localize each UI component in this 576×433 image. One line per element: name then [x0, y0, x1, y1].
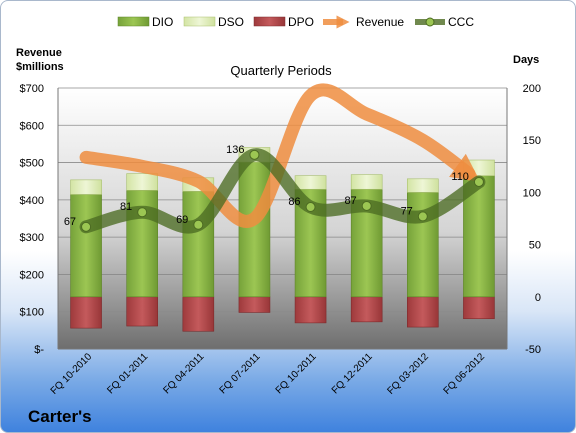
ccc-data-label: 86	[288, 196, 300, 208]
x-tick-label: FQ 06-2012	[442, 351, 488, 397]
left-tick-label: $300	[20, 232, 44, 244]
left-tick-label: $700	[20, 83, 44, 95]
bar-dpo	[407, 296, 439, 328]
bar-dpo	[70, 296, 102, 329]
bar-dpo	[238, 296, 271, 313]
ccc-marker	[417, 211, 428, 222]
ccc-data-label: 81	[120, 201, 132, 213]
x-tick-label: FQ 10-2010	[49, 351, 95, 397]
right-axis: 200 150 100 50 0 -50	[523, 83, 541, 356]
x-tick-label: FQ 07-2011	[218, 351, 263, 396]
legend-label-dio: DIO	[152, 15, 173, 29]
left-axis-title-line2: $millions	[16, 61, 64, 73]
legend-label-dpo: DPO	[288, 15, 314, 29]
x-tick-label: FQ 01-2011	[105, 351, 150, 396]
chart-title: Quarterly Periods	[230, 63, 332, 78]
left-tick-label: $500	[20, 158, 44, 170]
bar-dpo	[350, 296, 383, 323]
ccc-marker	[361, 200, 372, 211]
ccc-data-label: 87	[344, 195, 356, 207]
right-tick-label: -50	[525, 344, 541, 356]
ccc-data-label: 77	[401, 205, 413, 217]
bar-dpo	[294, 296, 327, 324]
bar-dso	[126, 173, 158, 191]
bar-dso	[350, 174, 383, 190]
legend-item-revenue[interactable]: Revenue	[323, 15, 404, 29]
left-tick-label: $200	[20, 269, 44, 281]
legend-swatch-dio	[117, 16, 150, 27]
left-tick-label: $-	[34, 344, 44, 356]
bar-dio	[70, 194, 102, 298]
company-name: Carter's	[28, 407, 92, 426]
legend-label-revenue: Revenue	[356, 15, 404, 29]
ccc-line	[79, 148, 486, 234]
ccc-data-label: 69	[176, 214, 188, 226]
left-tick-label: $400	[20, 195, 44, 207]
left-tick-label: $600	[20, 120, 44, 132]
ccc-data-label: 110	[451, 171, 469, 183]
right-tick-label: 150	[523, 135, 541, 147]
legend-marker-ccc	[425, 17, 435, 27]
ccc-marker	[305, 202, 316, 213]
left-axis-title-line1: Revenue	[16, 47, 62, 59]
legend-item-dio[interactable]: DIO	[117, 15, 173, 29]
x-tick-label: FQ 10-2011	[274, 351, 319, 396]
line-series	[79, 83, 486, 234]
x-tick-label: FQ 04-2011	[161, 351, 206, 396]
right-tick-label: 100	[523, 187, 541, 199]
bar-dso	[70, 179, 102, 195]
legend-label-dso: DSO	[218, 15, 244, 29]
right-tick-label: 200	[523, 83, 541, 95]
legend-swatch-dpo	[253, 16, 286, 27]
bar-dio	[238, 161, 271, 298]
bar-dso	[407, 178, 439, 193]
legend-item-dso[interactable]: DSO	[183, 15, 244, 29]
x-tick-label: FQ 03-2012	[385, 351, 431, 397]
legend-swatch-dso	[183, 16, 216, 27]
bar-dso	[294, 175, 327, 190]
bar-dpo	[463, 296, 495, 320]
right-axis-title: Days	[513, 54, 539, 66]
ccc-marker	[193, 219, 204, 230]
x-tick-label: FQ 12-2011	[330, 351, 375, 396]
bar-dpo	[126, 296, 158, 327]
ccc-marker	[81, 221, 92, 232]
bar-dpo	[182, 296, 215, 332]
legend-label-ccc: CCC	[448, 15, 474, 29]
left-axis: $700 $600 $500 $400 $300 $200 $100 $-	[20, 83, 45, 356]
ccc-data-label: 136	[226, 144, 244, 156]
data-labels: 67 81 69 136 86 87 77 110	[64, 144, 469, 228]
x-axis: FQ 10-2010 FQ 01-2011 FQ 04-2011 FQ 07-2011…	[49, 351, 488, 397]
ccc-marker	[137, 207, 148, 218]
legend-item-ccc[interactable]: CCC	[415, 15, 474, 29]
legend-item-dpo[interactable]: DPO	[253, 15, 314, 29]
left-tick-label: $100	[20, 307, 44, 319]
legend: DIO DSO DPO Revenue CCC	[117, 15, 474, 29]
ccc-data-label: 67	[64, 216, 76, 228]
ccc-marker	[249, 149, 260, 160]
ccc-marker	[473, 176, 484, 187]
right-tick-label: 0	[535, 292, 541, 304]
right-tick-label: 50	[529, 240, 541, 252]
